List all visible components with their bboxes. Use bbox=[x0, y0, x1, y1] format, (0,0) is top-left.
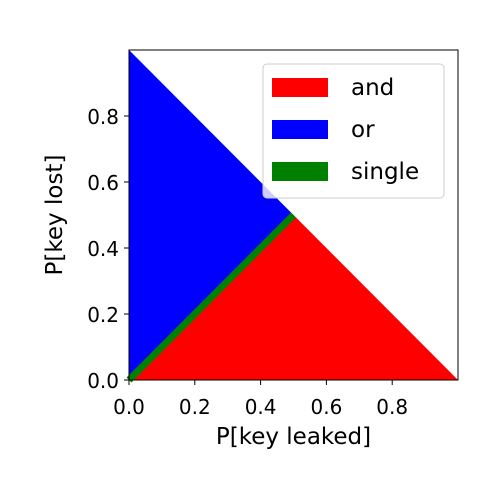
legend-swatch-and bbox=[272, 78, 328, 97]
x-tick-label: 0.8 bbox=[376, 395, 408, 419]
region-and bbox=[129, 215, 458, 380]
region-single bbox=[126, 212, 296, 383]
y-tick-label: 0.2 bbox=[87, 303, 119, 327]
y-tick-label: 0.0 bbox=[87, 369, 119, 393]
region-or bbox=[129, 50, 294, 380]
legend-swatch-single bbox=[272, 162, 328, 181]
legend: and or single bbox=[262, 63, 445, 199]
x-axis-title: P[key leaked] bbox=[216, 424, 371, 450]
x-tick-label: 0.6 bbox=[310, 395, 342, 419]
legend-label-single: single bbox=[351, 159, 419, 185]
y-tick-label: 0.8 bbox=[87, 105, 119, 129]
legend-label-and: and bbox=[351, 75, 394, 101]
plot-frame bbox=[128, 49, 459, 381]
x-tick-label: 0.2 bbox=[179, 395, 211, 419]
y-tick-label: 0.4 bbox=[87, 237, 119, 261]
legend-swatch-or bbox=[272, 120, 328, 139]
y-tick-label: 0.6 bbox=[87, 171, 119, 195]
x-tick-label: 0.0 bbox=[113, 395, 145, 419]
y-axis: 0.0 0.2 0.4 0.6 0.8 bbox=[87, 105, 129, 393]
legend-label-or: or bbox=[351, 117, 375, 143]
x-axis: 0.0 0.2 0.4 0.6 0.8 bbox=[113, 380, 408, 419]
x-tick-label: 0.4 bbox=[245, 395, 277, 419]
plot-regions bbox=[126, 50, 458, 383]
y-axis-title: P[key lost] bbox=[42, 155, 68, 276]
